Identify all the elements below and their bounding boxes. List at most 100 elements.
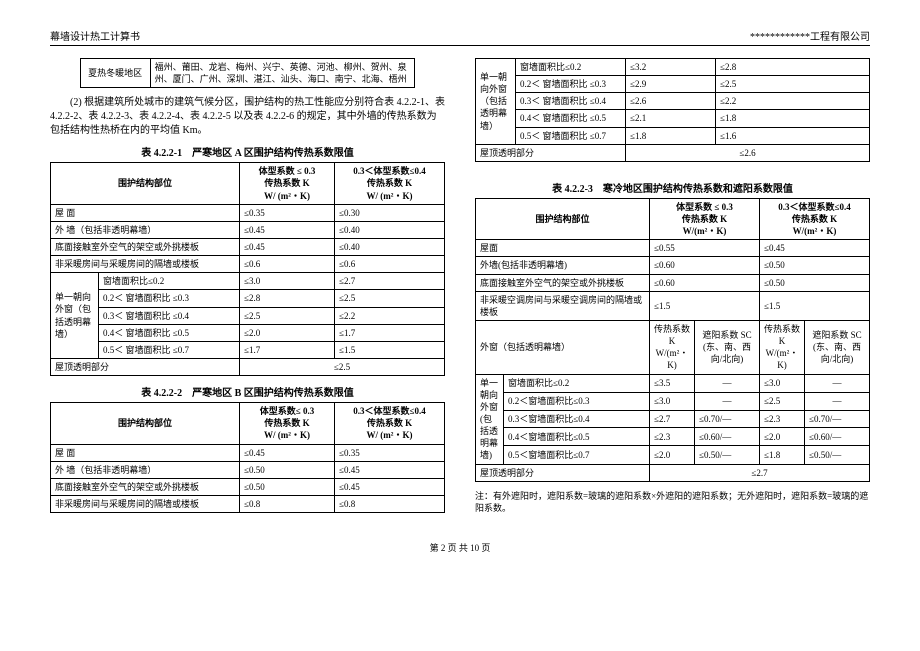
t421-w0c0: 窗墙面积比≤0.2 [99, 273, 240, 290]
region-label: 夏热冬暖地区 [80, 59, 150, 88]
t423-w0c3: ≤3.0 [760, 374, 805, 392]
table-422-cont: 单一朝向外窗（包括透明幕墙） 窗墙面积比≤0.2≤3.2≤2.8 0.2＜ 窗墙… [475, 58, 870, 162]
table-422: 围护结构部位 体型系数≤ 0.3 传热系数 K W/ (m²・K) 0.3＜体型… [50, 402, 445, 513]
t421-r2c0: 底面接触室外空气的架空或外挑楼板 [51, 238, 240, 255]
t423-wh1: 传热系数 K W/(m²・K) [650, 320, 695, 374]
t421-r1c1: ≤0.45 [240, 221, 335, 238]
t423-roof-val: ≤2.7 [650, 464, 870, 481]
t423-w4c4: ≤0.50/— [805, 446, 870, 464]
t421-r0c1: ≤0.35 [240, 204, 335, 221]
t423-group: 单一朝向外窗(包括透明幕墙) [476, 374, 504, 464]
t421-w2c1: ≤2.5 [240, 307, 335, 324]
t423-w3c4: ≤0.60/— [805, 428, 870, 446]
tcont-roof-val: ≤2.6 [626, 144, 870, 161]
tcont-r2c1: ≤2.6 [626, 93, 716, 110]
tcont-r2c0: 0.3＜ 窗墙面积比 ≤0.4 [516, 93, 626, 110]
t421-h3: 0.3＜体型系数≤0.4 传热系数 K W/ (m²・K) [335, 163, 445, 204]
header-right: ************工程有限公司 [750, 28, 870, 43]
t421-r0c0: 屋 面 [51, 204, 240, 221]
t423-w1c3: ≤2.5 [760, 392, 805, 410]
t421-roof-val: ≤2.5 [240, 358, 445, 375]
t421-r0c2: ≤0.30 [335, 204, 445, 221]
tcont-r3c0: 0.4＜ 窗墙面积比 ≤0.5 [516, 110, 626, 127]
t423-w3c2: ≤0.60/— [695, 428, 760, 446]
paragraph-1: (2) 根据建筑所处城市的建筑气候分区，围护结构的热工性能应分别符合表 4.2.… [50, 96, 445, 138]
t422-r3c2: ≤0.8 [335, 495, 445, 512]
right-column: 单一朝向外窗（包括透明幕墙） 窗墙面积比≤0.2≤3.2≤2.8 0.2＜ 窗墙… [475, 58, 870, 521]
t423-w1c1: ≤3.0 [650, 392, 695, 410]
tcont-group: 单一朝向外窗（包括透明幕墙） [476, 59, 516, 145]
table-422-caption: 表 4.2.2-2 严寒地区 B 区围护结构传热系数限值 [50, 384, 445, 399]
t423-w1c4: — [805, 392, 870, 410]
t423-w3c1: ≤2.3 [650, 428, 695, 446]
t421-r1c2: ≤0.40 [335, 221, 445, 238]
t421-r3c1: ≤0.6 [240, 256, 335, 273]
t423-r2c0: 底面接触室外空气的架空或外挑楼板 [476, 274, 650, 291]
t423-w2c1: ≤2.7 [650, 410, 695, 428]
t422-r1c2: ≤0.45 [335, 461, 445, 478]
tcont-r3c2: ≤1.8 [716, 110, 870, 127]
t422-r1c1: ≤0.50 [240, 461, 335, 478]
t423-w2c3: ≤2.3 [760, 410, 805, 428]
t423-w3c3: ≤2.0 [760, 428, 805, 446]
tcont-r4c2: ≤1.6 [716, 127, 870, 144]
t421-w3c2: ≤1.7 [335, 324, 445, 341]
t421-r1c0: 外 墙（包括非透明幕墙） [51, 221, 240, 238]
t423-w2c4: ≤0.70/— [805, 410, 870, 428]
t423-w2c2: ≤0.70/— [695, 410, 760, 428]
t423-winhead: 外窗（包括透明幕墙） [476, 320, 650, 374]
tcont-r2c2: ≤2.2 [716, 93, 870, 110]
t421-group: 单一朝向外窗（包括透明幕墙） [51, 273, 99, 359]
t421-w2c2: ≤2.2 [335, 307, 445, 324]
table-421-caption: 表 4.2.2-1 严寒地区 A 区围护结构传热系数限值 [50, 144, 445, 159]
t421-w4c1: ≤1.7 [240, 341, 335, 358]
t423-roof-label: 屋顶透明部分 [476, 464, 650, 481]
t423-w3c0: 0.4＜窗墙面积比≤0.5 [504, 428, 650, 446]
t423-w1c0: 0.2＜窗墙面积比≤0.3 [504, 392, 650, 410]
t422-r1c0: 外 墙（包括非透明幕墙） [51, 461, 240, 478]
tcont-r4c0: 0.5＜ 窗墙面积比 ≤0.7 [516, 127, 626, 144]
tcont-r1c0: 0.2＜ 窗墙面积比 ≤0.3 [516, 76, 626, 93]
t421-r2c1: ≤0.45 [240, 238, 335, 255]
t423-note: 注：有外遮阳时，遮阳系数=玻璃的遮阳系数×外遮阳的遮阳系数；无外遮阳时，遮阳系数… [475, 490, 870, 515]
t423-r0c2: ≤0.45 [760, 240, 870, 257]
t422-r2c0: 底面接触室外空气的架空或外挑楼板 [51, 478, 240, 495]
t422-h2: 体型系数≤ 0.3 传热系数 K W/ (m²・K) [240, 403, 335, 444]
t422-r2c2: ≤0.45 [335, 478, 445, 495]
header-left: 幕墙设计热工计算书 [50, 28, 140, 43]
tcont-r1c1: ≤2.9 [626, 76, 716, 93]
t423-h2: 体型系数 ≤ 0.3 传热系数 K W/(m²・K) [650, 198, 760, 239]
t423-w4c0: 0.5＜窗墙面积比≤0.7 [504, 446, 650, 464]
t423-w2c0: 0.3＜窗墙面积比≤0.4 [504, 410, 650, 428]
t422-r0c1: ≤0.45 [240, 444, 335, 461]
t423-h1: 围护结构部位 [476, 198, 650, 239]
t423-r0c0: 屋面 [476, 240, 650, 257]
t423-r2c2: ≤0.50 [760, 274, 870, 291]
page-footer: 第 2 页 共 10 页 [50, 541, 870, 554]
tcont-r1c2: ≤2.5 [716, 76, 870, 93]
table-421: 围护结构部位 体型系数 ≤ 0.3 传热系数 K W/ (m²・K) 0.3＜体… [50, 162, 445, 376]
t423-r3c2: ≤1.5 [760, 291, 870, 320]
region-table: 夏热冬暖地区 福州、莆田、龙岩、梅州、兴宁、英德、河池、柳州、贺州、泉州、厦门、… [80, 58, 416, 88]
tcont-r3c1: ≤2.1 [626, 110, 716, 127]
table-423-caption: 表 4.2.2-3 寒冷地区围护结构传热系数和遮阳系数限值 [475, 180, 870, 195]
t423-w0c0: 窗墙面积比≤0.2 [504, 374, 650, 392]
t422-r2c1: ≤0.50 [240, 478, 335, 495]
t423-r3c0: 非采暖空调房间与采暖空调房间的隔墙或楼板 [476, 291, 650, 320]
t423-r1c1: ≤0.60 [650, 257, 760, 274]
t421-w2c0: 0.3＜ 窗墙面积比 ≤0.4 [99, 307, 240, 324]
t421-w4c2: ≤1.5 [335, 341, 445, 358]
t423-r1c2: ≤0.50 [760, 257, 870, 274]
t422-h3: 0.3＜体型系数≤0.4 传热系数 K W/ (m²・K) [335, 403, 445, 444]
t422-r0c0: 屋 面 [51, 444, 240, 461]
t421-h1: 围护结构部位 [51, 163, 240, 204]
t421-w1c1: ≤2.8 [240, 290, 335, 307]
t421-w0c2: ≤2.7 [335, 273, 445, 290]
t421-r3c2: ≤0.6 [335, 256, 445, 273]
t421-w3c0: 0.4＜ 窗墙面积比 ≤0.5 [99, 324, 240, 341]
left-column: 夏热冬暖地区 福州、莆田、龙岩、梅州、兴宁、英德、河池、柳州、贺州、泉州、厦门、… [50, 58, 445, 521]
t423-w0c4: — [805, 374, 870, 392]
t423-w0c2: — [695, 374, 760, 392]
t423-r3c1: ≤1.5 [650, 291, 760, 320]
t421-w1c0: 0.2＜ 窗墙面积比 ≤0.3 [99, 290, 240, 307]
